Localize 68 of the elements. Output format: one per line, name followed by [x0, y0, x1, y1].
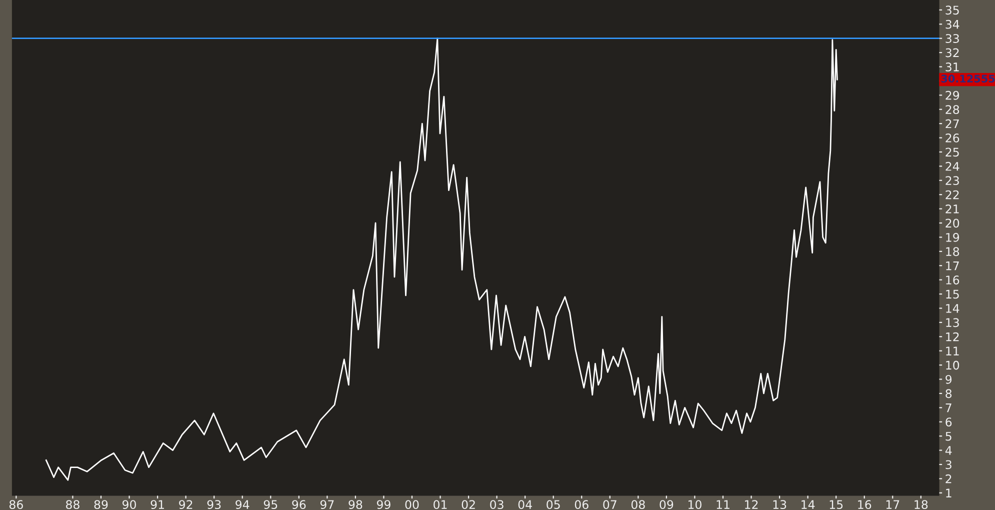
- x-tick-label: 99: [376, 500, 390, 510]
- y-tick-label: 17: [946, 261, 959, 270]
- x-tick-label: 06: [574, 500, 588, 510]
- y-tick-label: 16: [946, 276, 960, 284]
- x-tick-label: 03: [490, 500, 504, 510]
- x-tick-label: 95: [264, 500, 278, 510]
- y-tick-label: 4: [945, 446, 952, 455]
- y-tick-label: 23: [946, 176, 959, 186]
- y-tick-label: 20: [946, 218, 960, 228]
- y-tick-label: 29: [946, 90, 960, 100]
- x-tick-label: 07: [603, 500, 616, 510]
- y-tick-label: 1: [946, 488, 952, 498]
- y-tick-label: 11: [946, 346, 959, 356]
- x-tick-label: 00: [405, 500, 419, 510]
- y-tick-label: 19: [946, 232, 960, 242]
- x-tick-label: 93: [207, 500, 221, 510]
- y-tick-label: 21: [946, 204, 959, 214]
- x-tick-label: 86: [9, 500, 23, 510]
- y-tick-label: 9: [946, 374, 952, 384]
- y-tick-label: 18: [946, 247, 960, 256]
- y-tick-label: 8: [946, 389, 952, 398]
- x-tick-label: 16: [858, 500, 872, 510]
- y-tick-label: 6: [946, 418, 952, 427]
- y-tick-label: 31: [946, 62, 959, 72]
- x-tick-label: 88: [66, 500, 80, 510]
- x-tick-label: 04: [518, 500, 532, 510]
- y-tick-label: 5: [946, 432, 952, 441]
- x-tick-label: 17: [886, 500, 900, 509]
- x-tick-label: 14: [802, 500, 815, 509]
- x-tick-label: 12: [745, 500, 758, 509]
- x-tick-label: 05: [546, 500, 560, 510]
- y-tick-label: 14: [946, 304, 960, 313]
- x-tick-label: 89: [94, 500, 108, 510]
- y-tick-label: 12: [946, 332, 959, 342]
- x-tick-label: 96: [292, 500, 306, 510]
- x-tick-label: 18: [914, 500, 928, 510]
- x-tick-label: 90: [122, 500, 136, 510]
- text: 30.12555: [941, 74, 995, 83]
- y-tick-label: 10: [946, 360, 960, 370]
- y-tick-label: 2: [946, 474, 952, 484]
- y-tick-label: 25: [946, 148, 959, 157]
- x-tick-label: 91: [150, 500, 164, 510]
- y-tick-label: 22: [946, 190, 959, 200]
- y-tick-label: 24: [946, 162, 960, 171]
- x-tick-label: 92: [179, 500, 192, 510]
- y-tick-label: 13: [946, 318, 959, 328]
- y-tick-label: 7: [946, 404, 952, 412]
- x-tick-label: 10: [688, 500, 702, 510]
- y-tick-label: 34: [946, 20, 960, 29]
- x-tick-label: 09: [660, 500, 674, 510]
- x-tick-label: 11: [716, 500, 730, 509]
- x-tick-label: 08: [631, 500, 645, 510]
- x-tick-label: 01: [434, 500, 447, 510]
- y-tick-label: 27: [946, 119, 959, 128]
- y-tick-label: 3: [946, 460, 952, 470]
- x-tick-label: 94: [236, 500, 250, 510]
- y-tick-label: 32: [946, 48, 959, 58]
- line-series: [45, 38, 838, 481]
- y-tick-label: 33: [946, 34, 959, 44]
- x-tick-label: 02: [462, 500, 475, 510]
- x-tick-label: 15: [830, 500, 843, 510]
- y-tick-label: 28: [946, 105, 960, 114]
- y-tick-label: 35: [946, 6, 959, 15]
- x-tick-label: 98: [348, 500, 362, 510]
- y-tick-label: 26: [946, 134, 960, 142]
- x-tick-label: 97: [320, 500, 334, 510]
- x-tick-label: 13: [773, 500, 786, 510]
- y-tick-label: 15: [946, 290, 959, 299]
